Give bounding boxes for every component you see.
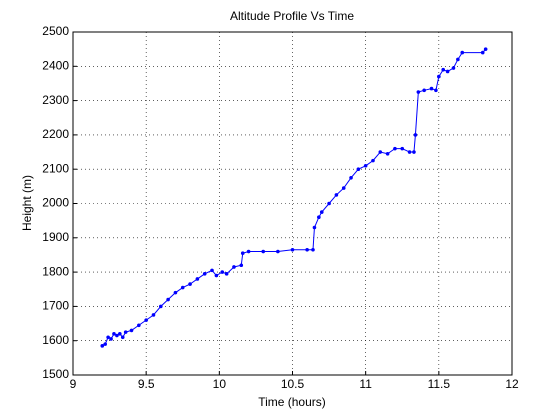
y-tick-label: 2500: [42, 24, 69, 38]
data-point: [327, 201, 331, 206]
data-point: [319, 210, 324, 214]
x-axis-label: Time (hours): [258, 395, 326, 409]
data-point: [232, 265, 236, 269]
data-point: [341, 186, 346, 190]
chart-title: Altitude Profile Vs Time: [230, 9, 354, 23]
data-point: [429, 86, 434, 91]
data-point: [195, 277, 200, 281]
y-tick-label: 2400: [42, 58, 69, 72]
data-point: [144, 318, 148, 322]
data-point: [445, 69, 450, 74]
y-tick-label: 1700: [42, 299, 69, 313]
data-point: [290, 248, 295, 252]
data-point: [385, 151, 390, 156]
data-point: [120, 335, 125, 340]
data-point: [456, 57, 460, 62]
y-tick-label: 1600: [42, 333, 69, 347]
y-tick-label: 1900: [42, 230, 69, 244]
data-point: [413, 133, 418, 137]
data-point: [400, 146, 405, 151]
data-point: [210, 268, 214, 273]
y-tick-label: 2000: [42, 196, 69, 210]
data-point: [407, 150, 412, 154]
data-point: [311, 248, 315, 252]
data-point: [334, 193, 339, 197]
x-tick-label: 11.5: [428, 377, 451, 391]
data-point: [109, 337, 113, 341]
data-point: [349, 175, 353, 180]
data-point: [246, 249, 251, 254]
data-point: [159, 304, 163, 309]
data-point: [416, 90, 421, 94]
y-axis-label: Height (m): [20, 175, 34, 231]
data-point: [356, 167, 361, 171]
y-tick-label: 2200: [42, 127, 69, 141]
data-point: [460, 50, 465, 55]
data-point: [180, 285, 185, 290]
data-point: [151, 313, 156, 317]
data-point: [123, 330, 128, 334]
data-point: [239, 263, 244, 268]
data-point: [220, 270, 225, 274]
data-point: [378, 150, 383, 154]
data-point: [483, 47, 488, 51]
x-tick-label: 9: [70, 377, 77, 391]
y-tick-label: 1800: [42, 264, 69, 278]
data-point: [422, 88, 427, 93]
data-point: [441, 67, 446, 72]
data-point: [173, 290, 178, 295]
x-tick-label: 11: [359, 377, 372, 391]
x-tick-label: 12: [505, 377, 519, 391]
data-point: [106, 335, 110, 340]
data-point: [312, 225, 317, 230]
data-point: [188, 282, 192, 286]
data-point: [412, 150, 416, 154]
x-tick-label: 10: [213, 377, 227, 391]
y-tick-label: 1500: [42, 367, 69, 381]
y-tick-label: 2100: [42, 161, 69, 175]
data-point: [317, 215, 321, 220]
data-point: [103, 342, 107, 346]
data-point: [480, 50, 485, 55]
data-point: [451, 66, 456, 70]
data-point: [202, 272, 207, 276]
data-point: [214, 273, 219, 278]
data-point: [437, 74, 441, 79]
data-point: [393, 146, 397, 151]
data-point: [371, 158, 375, 163]
data-point: [100, 344, 105, 348]
data-point: [305, 248, 309, 252]
data-line: [102, 48, 487, 347]
data-point: [276, 249, 280, 254]
data-point: [129, 328, 134, 333]
data-point: [240, 251, 245, 256]
data-point: [363, 163, 368, 168]
y-tick-label: 2300: [42, 93, 69, 107]
data-point: [118, 332, 122, 336]
x-tick-label: 10.5: [281, 377, 305, 391]
data-point: [261, 249, 266, 254]
data-point: [166, 297, 170, 302]
data-point: [224, 272, 229, 276]
data-point: [137, 323, 141, 328]
data-point: [434, 88, 438, 93]
data-point: [112, 332, 116, 336]
x-tick-label: 9.5: [138, 377, 155, 391]
data-point: [115, 333, 119, 338]
